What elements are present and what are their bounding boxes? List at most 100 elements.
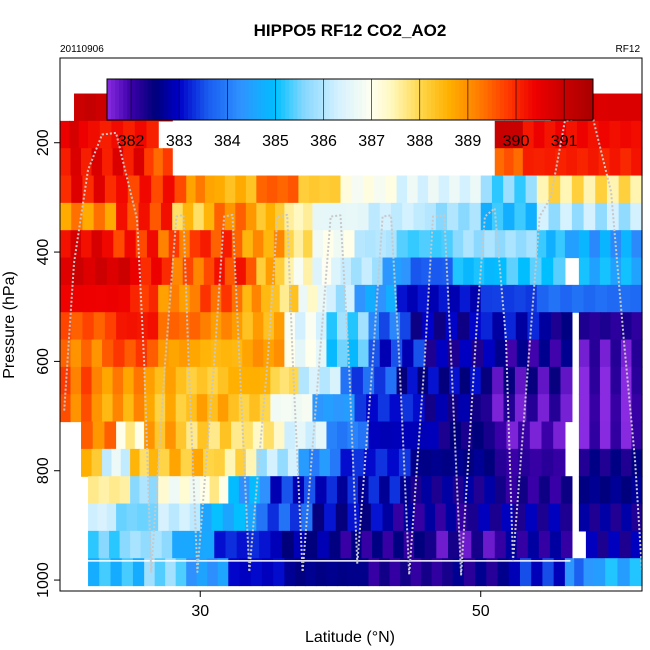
- heatmap-cell: [560, 339, 573, 368]
- heatmap-cell: [531, 558, 544, 587]
- heatmap-cell: [336, 312, 349, 341]
- heatmap-cell: [69, 120, 80, 149]
- heatmap-cell: [70, 230, 82, 259]
- heatmap-cell: [200, 503, 213, 532]
- heatmap-cell: [492, 312, 505, 341]
- colorbar-swatch: [208, 79, 213, 120]
- heatmap-cell: [605, 558, 619, 587]
- heatmap-cell: [598, 120, 611, 149]
- heatmap-cell: [537, 394, 550, 423]
- heatmap-cell: [345, 284, 356, 313]
- heatmap-cell: [158, 230, 170, 259]
- colorbar-swatch: [483, 79, 489, 120]
- heatmap-cell: [372, 530, 384, 559]
- colorbar-tick-label: 386: [310, 133, 337, 150]
- heatmap-cell: [347, 558, 359, 587]
- heatmap-cell: [148, 284, 159, 313]
- colorbar-swatch: [135, 79, 140, 120]
- heatmap-cell: [522, 148, 535, 177]
- heatmap-cell: [589, 503, 601, 532]
- heatmap-cell: [130, 284, 141, 313]
- heatmap-cell: [382, 257, 393, 286]
- colorbar-swatch: [382, 79, 387, 120]
- heatmap-cell: [441, 230, 454, 259]
- heatmap-cell: [207, 394, 219, 423]
- heatmap-cell: [365, 230, 377, 259]
- heatmap-cell: [619, 93, 632, 122]
- heatmap-cell: [494, 448, 508, 477]
- heatmap-cell: [154, 558, 166, 587]
- heatmap-cell: [515, 230, 527, 259]
- heatmap-cell: [529, 421, 543, 450]
- heatmap-cell: [472, 421, 485, 450]
- heatmap-cell: [527, 339, 540, 368]
- heatmap-cell: [428, 366, 440, 395]
- heatmap-cell: [494, 148, 505, 177]
- heatmap-cell: [210, 284, 222, 313]
- heatmap-cell: [424, 530, 437, 559]
- heatmap-cell: [610, 339, 622, 368]
- heatmap-cell: [519, 558, 532, 587]
- heatmap-cell: [522, 120, 535, 149]
- heatmap-cell: [162, 175, 176, 204]
- heatmap-cell: [610, 312, 622, 341]
- heatmap-cell: [336, 476, 349, 505]
- colorbar-swatch: [179, 79, 185, 120]
- heatmap-cell: [225, 530, 238, 559]
- heatmap-cell: [322, 394, 335, 423]
- heatmap-cell: [583, 202, 596, 231]
- heatmap-cell: [589, 312, 601, 341]
- heatmap-cell: [172, 530, 184, 559]
- heatmap-cell: [169, 448, 182, 477]
- heatmap-cell: [60, 230, 72, 259]
- heatmap-cell: [346, 202, 358, 231]
- colorbar-swatch: [503, 79, 509, 120]
- heatmap-cell: [92, 421, 106, 450]
- heatmap-cell: [70, 339, 82, 368]
- heatmap-cell: [546, 230, 557, 259]
- colorbar-swatch: [139, 79, 144, 120]
- heatmap-cell: [413, 202, 426, 231]
- heatmap-cell: [138, 202, 151, 231]
- heatmap-cell: [436, 530, 449, 559]
- heatmap-cell: [599, 448, 612, 477]
- heatmap-cell: [396, 284, 408, 313]
- heatmap-cell: [578, 448, 591, 477]
- colorbar-swatch: [491, 79, 497, 120]
- heatmap-cell: [182, 202, 194, 231]
- heatmap-cell: [104, 202, 117, 231]
- heatmap-cell: [620, 257, 633, 286]
- heatmap-cell: [438, 175, 450, 204]
- heatmap-cell: [549, 366, 562, 395]
- chart-title: HIPPO5 RF12 CO2_AO2: [254, 21, 447, 40]
- heatmap-cell: [186, 366, 198, 395]
- heatmap-cell: [93, 312, 106, 341]
- heatmap-cell: [631, 366, 643, 395]
- heatmap-cell: [536, 503, 550, 532]
- heatmap-cell: [466, 503, 479, 532]
- heatmap-cell: [578, 312, 591, 341]
- heatmap-cell: [308, 175, 321, 204]
- heatmap-cell: [358, 558, 370, 587]
- heatmap-cell: [620, 312, 633, 341]
- colorbar-swatch: [439, 79, 444, 120]
- heatmap-cell: [402, 202, 415, 231]
- heatmap-cell: [459, 175, 471, 204]
- heatmap-cell: [527, 530, 540, 559]
- heatmap-cell: [361, 257, 373, 286]
- heatmap-cell: [578, 257, 591, 286]
- heatmap-cell: [130, 476, 141, 505]
- heatmap-cell: [175, 558, 187, 587]
- colorbar-swatch: [479, 79, 485, 120]
- colorbar-tick-label: 389: [455, 133, 482, 150]
- heatmap-cell: [242, 284, 253, 313]
- heatmap-cell: [179, 476, 191, 505]
- colorbar-swatch: [147, 79, 153, 120]
- heatmap-cell: [113, 230, 126, 259]
- heatmap-cell: [317, 284, 328, 313]
- heatmap-cell: [564, 558, 575, 587]
- heatmap-cell: [335, 503, 349, 532]
- heatmap-cell: [544, 148, 556, 177]
- heatmap-cell: [207, 558, 219, 587]
- heatmap-cell: [326, 339, 338, 368]
